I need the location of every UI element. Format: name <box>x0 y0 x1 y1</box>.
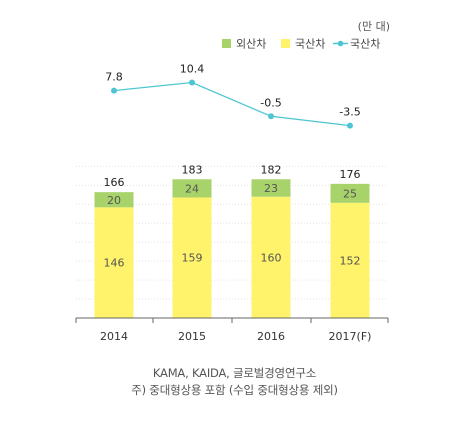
legend-swatch <box>281 39 290 48</box>
bar-imported <box>330 183 370 203</box>
data-label-imported: 20 <box>107 194 121 207</box>
bar-domestic <box>330 202 370 318</box>
data-label-total: 183 <box>182 163 203 176</box>
legend-label: 국산차 <box>350 38 380 51</box>
data-label-domestic: 146 <box>104 257 125 270</box>
data-label-domestic: 159 <box>182 252 203 265</box>
line-data-label: 7.8 <box>105 71 123 84</box>
legend-label: 국산차 <box>295 38 325 51</box>
line-point <box>268 113 274 120</box>
x-tick-label: 2016 <box>257 330 285 343</box>
line-data-label: -0.5 <box>260 96 281 109</box>
legend-marker <box>337 40 344 47</box>
data-label-imported: 24 <box>185 182 199 195</box>
line-point <box>189 79 195 86</box>
bar-imported <box>172 179 212 198</box>
x-tick-label: 2014 <box>100 330 128 343</box>
data-label-imported: 25 <box>343 187 357 200</box>
legend-swatch <box>222 39 231 48</box>
data-label-domestic: 160 <box>261 251 282 264</box>
bar-imported <box>94 192 134 208</box>
line-point <box>347 122 353 129</box>
bar-domestic <box>94 207 134 318</box>
unit-label: (만 대) <box>358 20 390 33</box>
x-tick-label: 2017(F) <box>329 330 372 343</box>
data-label-total: 166 <box>104 176 125 189</box>
footnote: 주) 중대형상용 포함 (수입 중대형상용 제외) <box>131 383 338 397</box>
bar-domestic <box>251 196 291 318</box>
line-point <box>111 87 117 94</box>
data-label-total: 176 <box>340 168 361 181</box>
legend-label: 외산차 <box>236 38 266 51</box>
source-note: KAMA, KAIDA, 글로벌경영연구소 <box>152 366 317 380</box>
bar-domestic <box>172 197 212 318</box>
data-label-imported: 23 <box>264 182 278 195</box>
bar-imported <box>251 179 291 197</box>
line-data-label: -3.5 <box>339 106 360 119</box>
line-data-label: 10.4 <box>180 63 205 76</box>
data-label-domestic: 152 <box>340 254 361 267</box>
line-series <box>113 81 351 127</box>
data-label-total: 182 <box>261 163 282 176</box>
x-tick-label: 2015 <box>178 330 206 343</box>
